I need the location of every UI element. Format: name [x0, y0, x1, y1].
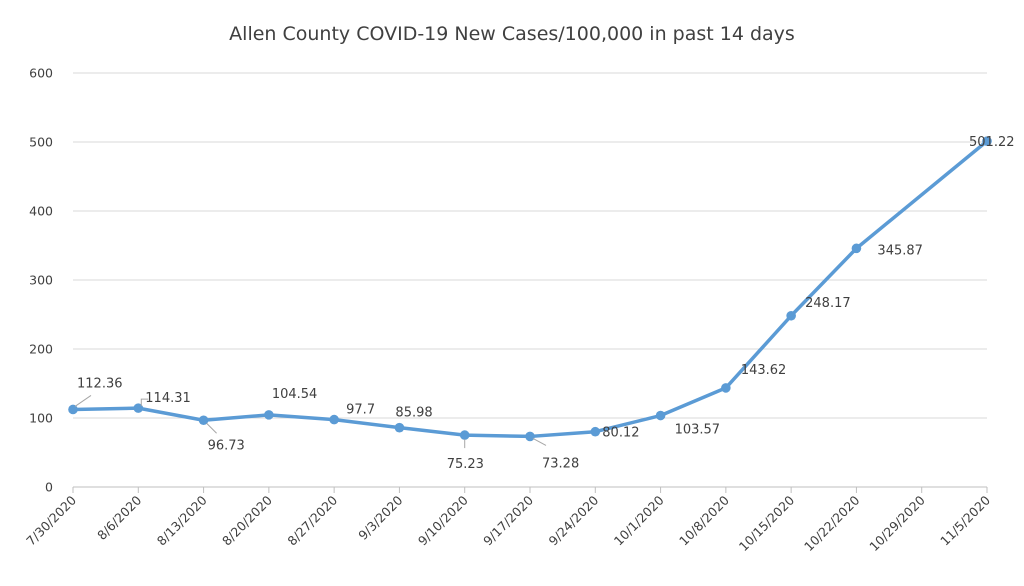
data-point: [655, 410, 666, 421]
x-tick-label: 8/27/2020: [284, 492, 340, 548]
series-line-group: [68, 136, 992, 442]
x-tick-label: 8/6/2020: [94, 492, 144, 542]
y-tick-label: 600: [29, 66, 53, 81]
leader-line: [74, 395, 92, 407]
data-label: 143.62: [741, 363, 787, 378]
x-tick-label: 10/22/2020: [801, 492, 863, 554]
y-tick-label: 500: [29, 135, 53, 150]
y-tick-label: 100: [29, 411, 53, 426]
x-tick-label: 10/15/2020: [736, 492, 798, 554]
data-label: 104.54: [272, 387, 318, 402]
data-label: 96.73: [208, 438, 245, 453]
data-label: 248.17: [805, 296, 851, 311]
x-tick-label: 9/10/2020: [415, 492, 471, 548]
y-axis: 0 100 200 300 400 500 600: [29, 66, 53, 495]
data-point: [982, 136, 992, 146]
data-point: [68, 404, 78, 415]
data-point: [133, 403, 144, 413]
data-point: [590, 426, 601, 437]
data-label: 112.36: [77, 376, 123, 391]
x-tick-label: 11/5/2020: [937, 492, 993, 548]
leader-line: [532, 437, 547, 446]
data-label: 97.7: [346, 403, 375, 418]
y-tick-label: 200: [29, 342, 53, 357]
data-point: [198, 415, 209, 426]
data-label: 114.31: [145, 391, 191, 406]
x-tick-label: 9/24/2020: [545, 492, 601, 548]
data-label: 501.22: [969, 135, 1015, 150]
data-label: 80.12: [602, 426, 639, 441]
data-labels: 112.36 114.31 96.73 104.54 97.7 85.98 75.23 73.…: [77, 135, 1015, 472]
data-label: 85.98: [395, 406, 432, 421]
data-point: [329, 414, 339, 425]
data-label: 103.57: [675, 423, 721, 438]
x-tick-label: 10/29/2020: [866, 492, 928, 554]
leader-line: [140, 398, 149, 407]
y-tick-label: 0: [45, 480, 53, 495]
x-tick-label: 8/20/2020: [219, 492, 275, 548]
data-point: [721, 383, 731, 393]
chart-title: Allen County COVID-19 New Cases/100,000 …: [229, 23, 795, 45]
y-tick-label: 300: [29, 273, 53, 288]
data-point: [851, 243, 862, 254]
leader-line: [206, 422, 217, 434]
gridlines: [73, 72, 987, 419]
x-tick-label: 9/17/2020: [480, 492, 536, 548]
y-tick-label: 400: [29, 204, 53, 219]
x-tick-label: 7/30/2020: [23, 492, 79, 548]
series-line: [71, 139, 989, 439]
data-point: [394, 422, 405, 433]
leader-lines: [74, 395, 547, 449]
data-label: 75.23: [447, 457, 484, 472]
x-axis: 7/30/2020 8/6/2020 8/13/2020 8/20/2020 8/27/…: [23, 486, 993, 554]
x-tick-label: 10/8/2020: [676, 492, 732, 548]
x-tick-label: 8/13/2020: [154, 492, 210, 548]
data-point: [786, 310, 796, 321]
x-tick-label: 10/1/2020: [611, 492, 667, 548]
data-point: [525, 431, 535, 442]
data-label: 345.87: [877, 243, 923, 258]
data-point: [264, 410, 274, 420]
data-label: 73.28: [542, 456, 579, 471]
x-tick-label: 9/3/2020: [355, 492, 405, 542]
data-point: [459, 430, 470, 440]
